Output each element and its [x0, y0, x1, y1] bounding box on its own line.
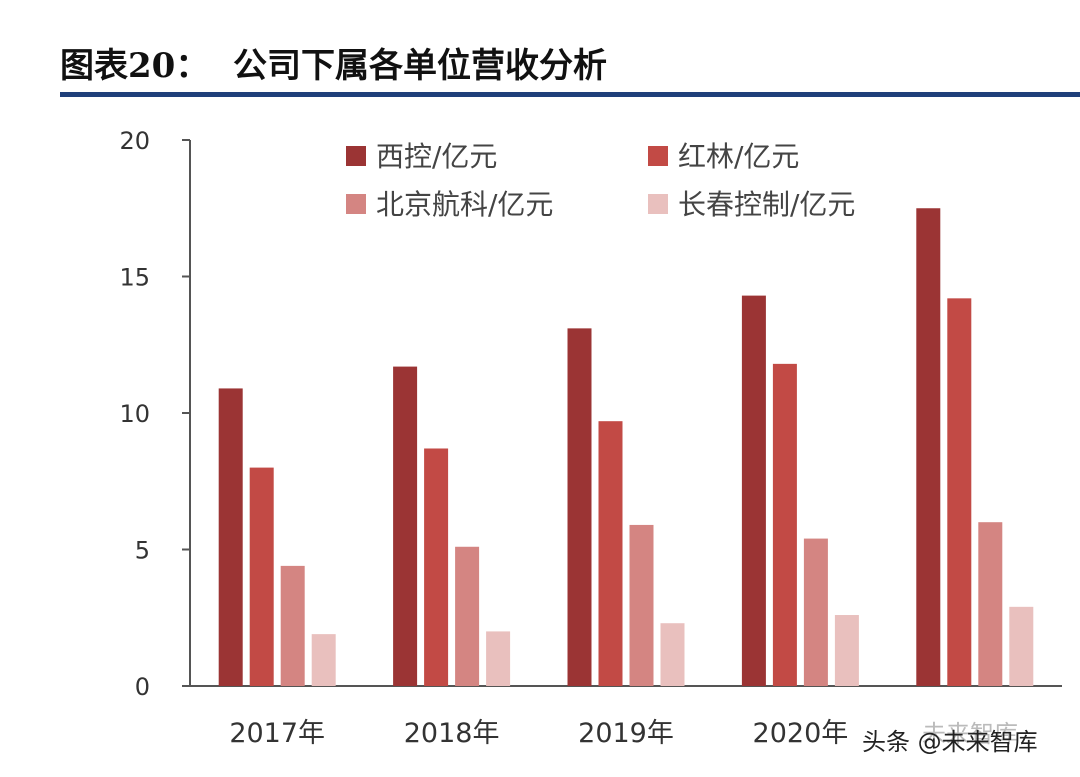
bar: [393, 366, 418, 686]
legend-swatch: [346, 146, 366, 166]
y-tick-label: 10: [119, 400, 150, 428]
legend-label: 长春控制/亿元: [678, 188, 855, 221]
bar: [660, 623, 685, 686]
legend-label: 红林/亿元: [678, 140, 799, 173]
bar: [947, 298, 972, 686]
y-tick-label: 20: [119, 127, 150, 155]
figure-title: 图表20： 公司下属各单位营收分析: [60, 46, 607, 86]
y-tick-label: 5: [135, 537, 150, 565]
legend-label: 西控/亿元: [376, 140, 497, 173]
bar: [978, 522, 1003, 686]
watermark-logo: 未来智库: [922, 720, 1018, 748]
bar: [567, 328, 592, 686]
bar: [311, 634, 336, 686]
bar: [280, 565, 305, 686]
bar: [803, 538, 828, 686]
bar: [1009, 606, 1034, 686]
bar: [916, 208, 941, 686]
bar: [249, 467, 274, 686]
legend-swatch: [648, 146, 668, 166]
bar: [598, 421, 623, 686]
legend-swatch: [346, 194, 366, 214]
bar: [455, 546, 480, 686]
bar: [218, 388, 243, 686]
x-tick-label: 2017年: [229, 718, 325, 749]
x-tick-label: 2020年: [753, 718, 849, 749]
bar: [772, 363, 797, 686]
x-tick-label: 2018年: [404, 718, 500, 749]
bar: [741, 295, 766, 686]
bar: [486, 631, 511, 686]
y-tick-label: 0: [135, 673, 150, 701]
watermark: 头条 @未来智库: [862, 728, 1038, 756]
bar: [424, 448, 449, 686]
title-rule: [60, 92, 1080, 97]
legend-label: 北京航科/亿元: [376, 188, 553, 221]
y-tick-label: 15: [119, 264, 150, 292]
legend-swatch: [648, 194, 668, 214]
x-tick-label: 2019年: [578, 718, 674, 749]
bar: [834, 615, 859, 686]
bar: [629, 524, 654, 686]
